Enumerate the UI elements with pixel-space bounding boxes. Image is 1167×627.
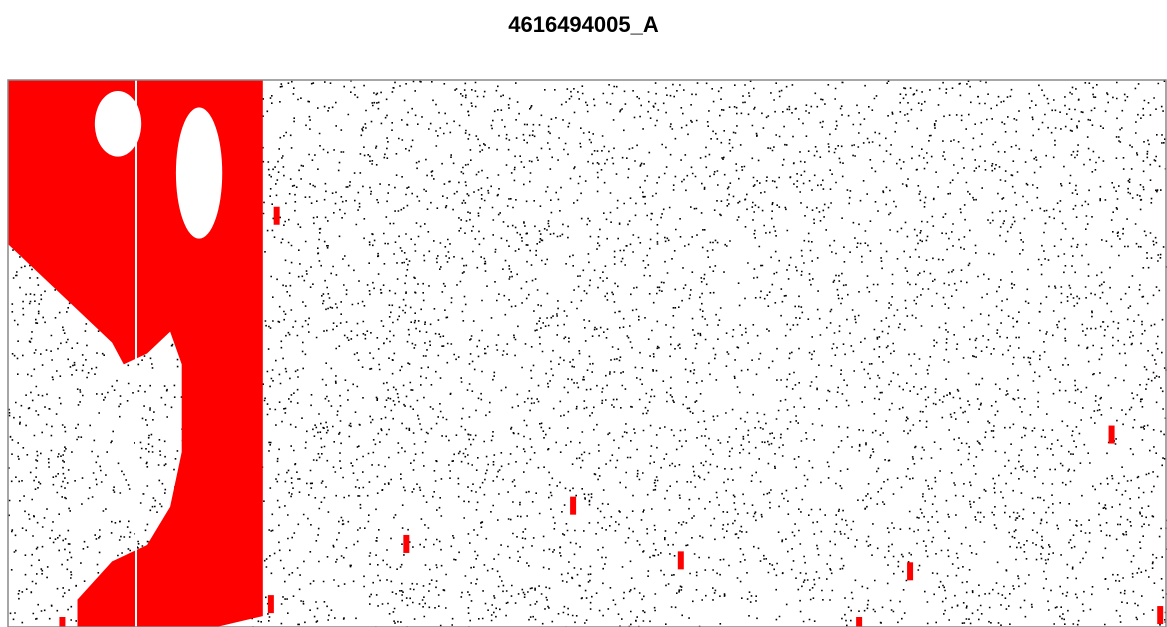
small-flag-mark [856,617,863,627]
small-flags [59,206,1164,627]
small-flag-mark [1157,606,1164,625]
small-flag-mark [59,617,66,627]
chart-title: 4616494005_A [508,12,659,37]
small-flag-mark [267,595,274,614]
small-flag-mark [1108,425,1115,444]
unflagged-island-1 [94,90,142,157]
plot-frame [7,79,1167,627]
small-flag-mark [403,534,410,553]
unflagged-island-2 [175,107,223,239]
small-flag-mark [907,562,914,581]
small-flag-mark [570,496,577,515]
small-flag-mark [273,206,280,225]
small-flag-mark [677,551,684,570]
